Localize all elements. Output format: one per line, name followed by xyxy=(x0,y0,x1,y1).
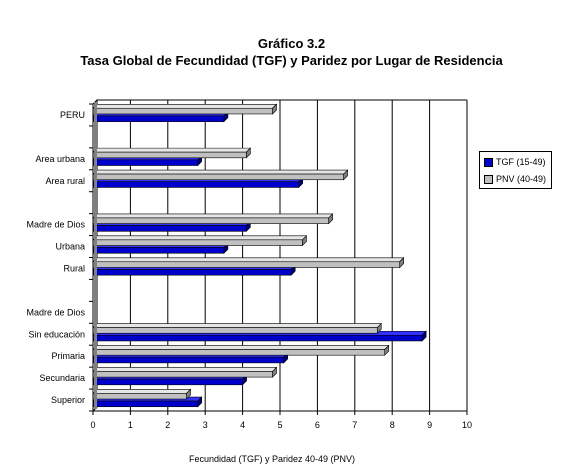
bar-face xyxy=(92,349,386,356)
bar-top xyxy=(92,323,382,328)
bar-top xyxy=(92,147,252,153)
bar-face xyxy=(92,159,199,166)
bar-face xyxy=(92,378,243,386)
legend-item-tgf: TGF (15-49) xyxy=(484,156,546,168)
category-label-urbana-6: Urbana xyxy=(55,242,85,252)
y-axis-wall xyxy=(94,102,97,409)
x-tick-labels: 0 1 2 3 4 5 6 7 8 9 10 xyxy=(90,411,472,430)
chart-title: Gráfico 3.2 xyxy=(257,36,326,51)
bar-top xyxy=(92,367,278,372)
legend: TGF (15-49) PNV (40-49) xyxy=(479,151,552,189)
bar-face xyxy=(92,261,400,268)
x-tick-label-10: 10 xyxy=(462,420,472,430)
x-tick-label-6: 6 xyxy=(315,420,320,430)
bar-face xyxy=(92,356,285,364)
y-category-labels: PERU Area urbana Area rural Madre de Dios Ur… xyxy=(26,110,85,405)
bar-face xyxy=(92,269,292,276)
bar-face xyxy=(92,115,225,122)
bar-face xyxy=(92,327,378,334)
legend-swatch-pnv xyxy=(484,175,493,185)
bar-madre-de-dios-pnv-40-49-5 xyxy=(92,213,334,225)
chart-subtitle: Tasa Global de Fecundidad (TGF) y Paride… xyxy=(80,53,503,68)
bar-urbana-pnv-40-49-6 xyxy=(92,235,308,247)
bar-face xyxy=(92,400,199,408)
category-label-rural-7: Rural xyxy=(63,263,85,273)
bar-top xyxy=(92,389,192,394)
bar-face xyxy=(92,334,423,342)
bars xyxy=(92,103,427,408)
bar-face xyxy=(92,239,303,246)
bar-face xyxy=(92,225,247,232)
category-label-madre-de-dios-5: Madre de Dios xyxy=(26,220,85,230)
bar-face xyxy=(92,181,299,188)
bar-top xyxy=(92,235,308,241)
bar-sin-educacion-pnv-40-49-10 xyxy=(92,322,382,334)
x-tick-label-2: 2 xyxy=(165,420,170,430)
category-label-area-urbana-2: Area urbana xyxy=(35,154,85,164)
category-label-area-rural-3: Area rural xyxy=(45,176,85,186)
bar-superior-pnv-40-49-13 xyxy=(92,388,192,400)
bar-area-urbana-pnv-40-49-2 xyxy=(92,147,252,159)
bar-face xyxy=(92,107,273,115)
x-tick-label-5: 5 xyxy=(277,420,282,430)
x-tick-label-0: 0 xyxy=(90,420,95,430)
x-axis-label: Fecundidad (TGF) y Paridez 40-49 (PNV) xyxy=(189,454,355,464)
bar-face xyxy=(92,247,225,254)
bar-face xyxy=(92,393,187,400)
category-label-secundaria-12: Secundaria xyxy=(39,373,85,383)
category-label-primaria-11: Primaria xyxy=(51,351,85,361)
x-tick-label-3: 3 xyxy=(203,420,208,430)
bar-area-rural-pnv-40-49-3 xyxy=(92,169,349,181)
bar-face xyxy=(92,217,329,224)
legend-label-pnv: PNV (40-49) xyxy=(496,174,547,184)
bar-top xyxy=(92,103,278,109)
x-tick-label-1: 1 xyxy=(128,420,133,430)
category-label-sin-educacion-10: Sin educación xyxy=(28,329,85,339)
bar-secundaria-pnv-40-49-12 xyxy=(92,366,278,378)
bar-rural-pnv-40-49-7 xyxy=(92,257,405,269)
legend-swatch-tgf xyxy=(484,158,493,168)
bar-top xyxy=(92,345,390,350)
bar-peru-pnv-40-49-0 xyxy=(92,103,278,115)
x-tick-label-4: 4 xyxy=(240,420,245,430)
bar-face xyxy=(92,151,247,159)
legend-label-tgf: TGF (15-49) xyxy=(496,157,546,167)
bar-face xyxy=(92,173,344,181)
x-tick-label-7: 7 xyxy=(352,420,357,430)
bar-primaria-pnv-40-49-11 xyxy=(92,344,390,356)
x-tick-label-9: 9 xyxy=(427,420,432,430)
bar-face xyxy=(92,371,273,378)
category-label-madre-de-dios-9: Madre de Dios xyxy=(26,307,85,317)
bar-top xyxy=(92,257,405,263)
legend-item-pnv: PNV (40-49) xyxy=(484,173,546,185)
category-label-peru-0: PERU xyxy=(60,110,85,120)
bar-top xyxy=(92,213,334,219)
bar-top xyxy=(92,169,349,175)
category-label-superior-13: Superior xyxy=(51,395,85,405)
x-tick-label-8: 8 xyxy=(390,420,395,430)
